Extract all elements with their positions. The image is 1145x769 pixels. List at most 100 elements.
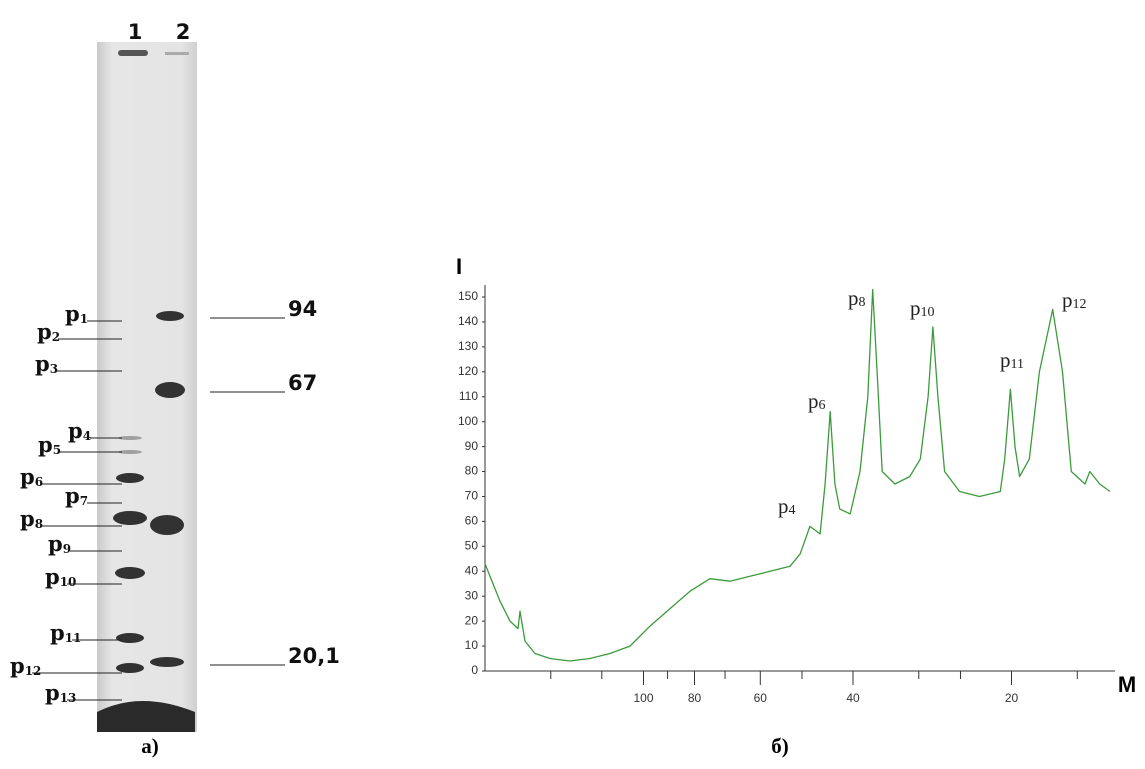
label-index: 6: [819, 398, 826, 413]
y-tick-label: 50: [465, 539, 479, 553]
band-label: p7: [65, 483, 88, 508]
label-letter: p: [65, 483, 80, 508]
band-label: p2: [37, 319, 60, 344]
band-label: p6: [20, 464, 43, 489]
caption: б): [771, 734, 789, 758]
gel-band: [150, 515, 184, 535]
label-index: 11: [65, 631, 82, 645]
marker-label: 67: [288, 371, 317, 395]
x-tick-label: 60: [754, 691, 768, 705]
band-label: p10: [45, 564, 76, 589]
peak-label: p8: [848, 286, 866, 310]
y-tick-label: 130: [458, 339, 478, 353]
gel-band: [113, 511, 147, 525]
label-letter: p: [848, 286, 859, 310]
label-letter: p: [38, 432, 53, 457]
label-letter: p: [37, 319, 52, 344]
label-index: 9: [63, 542, 71, 556]
gel-band: [116, 663, 144, 673]
data-line: [484, 288, 1111, 662]
y-tick-label: 40: [465, 563, 479, 577]
y-tick-label: 100: [458, 414, 478, 428]
gel-band: [150, 657, 184, 667]
label-letter: p: [68, 418, 83, 443]
band-label: p5: [38, 432, 61, 457]
label-letter: p: [10, 653, 25, 678]
label-index: 8: [859, 295, 866, 310]
x-tick-label: 40: [846, 691, 860, 705]
label-index: 13: [60, 691, 77, 705]
y-tick-label: 0: [471, 663, 478, 677]
band-label: p11: [50, 620, 81, 645]
band-label: p8: [20, 506, 43, 531]
band-label: p4: [68, 418, 91, 443]
y-tick-label: 20: [465, 613, 479, 627]
gel-band: [155, 382, 185, 398]
label-index: 8: [35, 517, 43, 531]
label-index: 4: [83, 429, 91, 443]
band-label: p1: [65, 301, 88, 326]
gel-band: [156, 311, 184, 321]
gel-well: [165, 52, 189, 55]
label-index: 4: [789, 503, 796, 518]
lane-label: 1: [128, 20, 143, 44]
label-letter: p: [20, 506, 35, 531]
label-letter: p: [1062, 288, 1073, 312]
y-tick-label: 90: [465, 439, 479, 453]
y-tick-label: 150: [458, 289, 478, 303]
label-index: 10: [921, 305, 935, 320]
marker-label: 20,1: [288, 644, 340, 668]
label-index: 10: [60, 575, 77, 589]
label-letter: p: [35, 351, 50, 376]
peak-label: p6: [808, 389, 826, 413]
label-index: 6: [35, 475, 43, 489]
y-tick-label: 80: [465, 464, 479, 478]
peak-label: p12: [1062, 288, 1087, 312]
label-index: 12: [25, 664, 42, 678]
label-index: 1: [80, 312, 88, 326]
y-tick-label: 10: [465, 638, 479, 652]
lane-label: 2: [176, 20, 191, 44]
y-axis-label: I: [456, 254, 462, 279]
x-tick-label: 80: [688, 691, 702, 705]
y-tick-label: 70: [465, 489, 479, 503]
label-letter: p: [45, 680, 60, 705]
peak-label: p4: [778, 494, 796, 518]
y-tick-label: 60: [465, 514, 479, 528]
y-tick-label: 120: [458, 364, 478, 378]
y-tick-label: 110: [459, 389, 478, 403]
peak-label: p11: [1000, 348, 1024, 372]
gel-band: [118, 450, 142, 454]
label-letter: p: [65, 301, 80, 326]
marker-label: 94: [288, 297, 317, 321]
x-tick-label: 20: [1005, 691, 1019, 705]
y-tick-label: 140: [458, 314, 478, 328]
label-letter: p: [910, 296, 921, 320]
label-index: 3: [50, 362, 58, 376]
label-letter: p: [20, 464, 35, 489]
caption: а): [141, 734, 159, 758]
gel-front: [97, 701, 195, 732]
label-index: 11: [1011, 357, 1024, 372]
gel-band: [116, 473, 144, 483]
label-index: 5: [53, 443, 61, 457]
label-letter: p: [1000, 348, 1011, 372]
x-axis-label: M: [1118, 672, 1136, 697]
label-letter: p: [48, 531, 63, 556]
label-letter: p: [45, 564, 60, 589]
band-label: p12: [10, 653, 41, 678]
band-label: p9: [48, 531, 71, 556]
gel-band: [118, 436, 142, 440]
label-letter: p: [808, 389, 819, 413]
x-tick-label: 100: [633, 691, 653, 705]
band-label: p13: [45, 680, 76, 705]
label-letter: p: [50, 620, 65, 645]
label-index: 7: [80, 494, 88, 508]
y-tick-label: 30: [465, 588, 479, 602]
band-label: p3: [35, 351, 58, 376]
gel-band: [116, 633, 144, 643]
peak-label: p10: [910, 296, 935, 320]
label-index: 12: [1073, 297, 1087, 312]
gel-well: [118, 50, 148, 56]
